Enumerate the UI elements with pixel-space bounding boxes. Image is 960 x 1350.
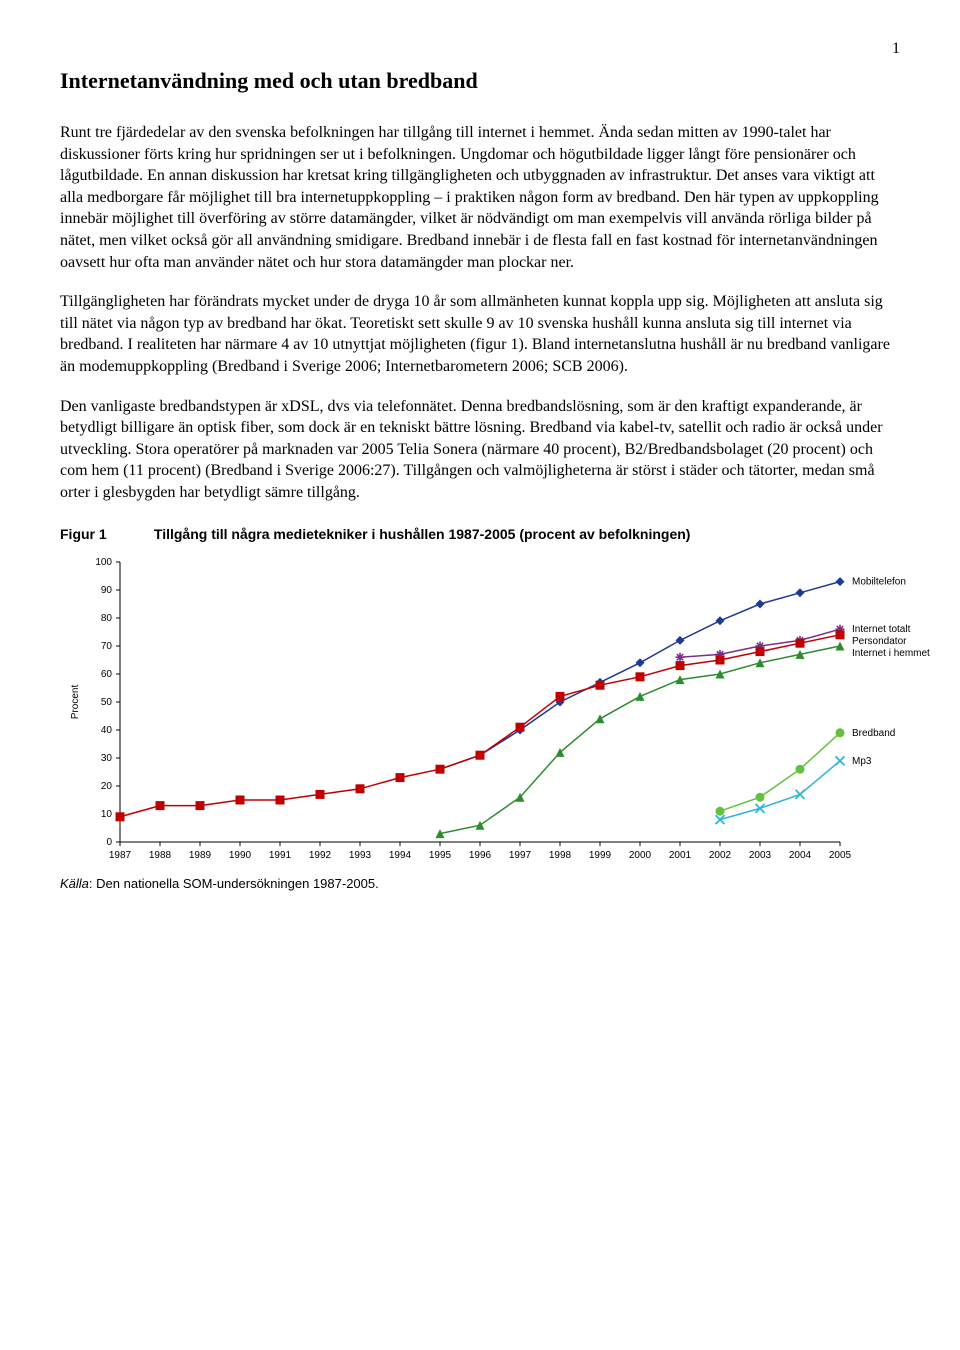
svg-text:1989: 1989 [189,850,212,861]
svg-text:1995: 1995 [429,850,452,861]
figure-label: Figur 1 [60,526,150,542]
legend-label: Mp3 [852,755,872,766]
svg-text:0: 0 [106,837,112,848]
series-internet-i-hemmet [436,641,845,838]
series-persondator [116,630,845,821]
figure-source: Källa: Den nationella SOM-undersökningen… [60,876,900,891]
svg-text:1999: 1999 [589,850,612,861]
svg-text:20: 20 [101,781,113,792]
legend-label: Persondator [852,636,907,647]
svg-text:2001: 2001 [669,850,692,861]
svg-text:30: 30 [101,753,113,764]
svg-text:1998: 1998 [549,850,572,861]
paragraph-2: Tillgängligheten har förändrats mycket u… [60,291,900,377]
svg-text:40: 40 [101,725,113,736]
legend-label: Mobiltelefon [852,576,906,587]
legend-label: Internet i hemmet [852,648,930,659]
page-number: 1 [60,40,900,58]
svg-text:1992: 1992 [309,850,332,861]
svg-text:100: 100 [95,557,112,568]
svg-text:2000: 2000 [629,850,652,861]
svg-text:2005: 2005 [829,850,852,861]
svg-text:2002: 2002 [709,850,732,861]
svg-text:1997: 1997 [509,850,532,861]
svg-text:1994: 1994 [389,850,412,861]
legend-label: Bredband [852,727,895,738]
source-label: Källa [60,876,89,891]
line-chart: 0 10 20 30 40 50 60 70 80 90 100 Procent 1987 1988 198… [60,552,940,872]
svg-text:1991: 1991 [269,850,292,861]
paragraph-3: Den vanligaste bredbandstypen är xDSL, d… [60,396,900,504]
figure-caption: Figur 1 Tillgång till några medieteknike… [60,526,900,542]
svg-text:70: 70 [101,641,113,652]
svg-text:2004: 2004 [789,850,812,861]
svg-text:Procent: Procent [70,684,81,719]
svg-text:10: 10 [101,809,113,820]
figure-caption-text: Tillgång till några medietekniker i hush… [154,526,691,542]
svg-text:90: 90 [101,585,113,596]
svg-text:1996: 1996 [469,850,492,861]
page-title: Internetanvändning med och utan bredband [60,68,900,94]
series-mp3 [716,756,845,824]
svg-text:60: 60 [101,669,113,680]
svg-text:80: 80 [101,613,113,624]
svg-text:2003: 2003 [749,850,772,861]
series-bredband [716,728,845,815]
svg-text:1993: 1993 [349,850,372,861]
svg-text:1987: 1987 [109,850,132,861]
svg-text:50: 50 [101,697,113,708]
source-text: : Den nationella SOM-undersökningen 1987… [89,876,379,891]
chart-container: 0 10 20 30 40 50 60 70 80 90 100 Procent 1987 1988 198… [60,552,900,872]
paragraph-1: Runt tre fjärdedelar av den svenska befo… [60,122,900,273]
legend-label: Internet totalt [852,624,911,635]
svg-text:1990: 1990 [229,850,252,861]
svg-text:1988: 1988 [149,850,172,861]
